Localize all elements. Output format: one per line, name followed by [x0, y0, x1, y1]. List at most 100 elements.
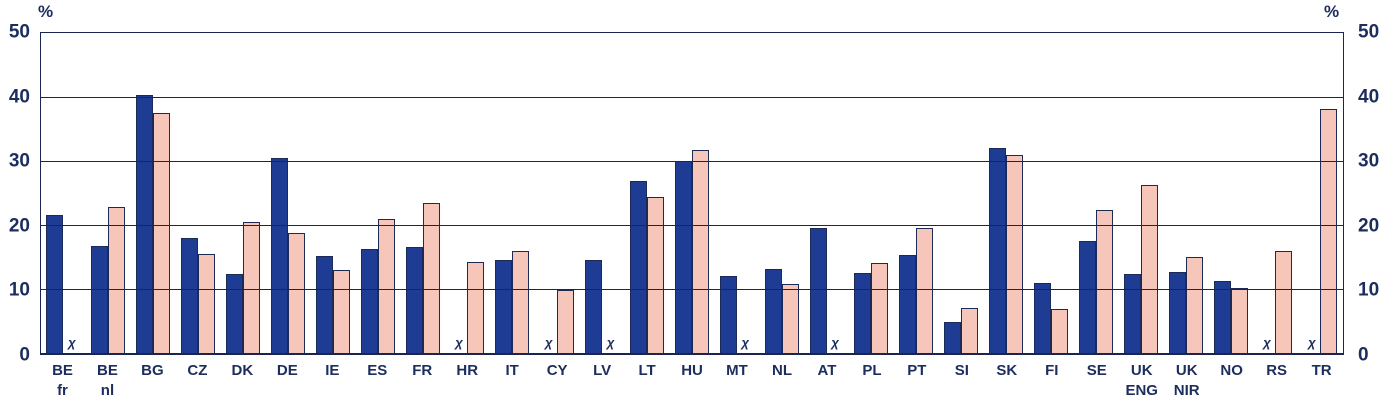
missing-data-marker: χ	[455, 335, 463, 350]
bar-series-1-dark-blue	[585, 259, 603, 353]
missing-data-marker: χ	[831, 335, 839, 350]
bar-series-2-light-pink	[961, 308, 979, 353]
bar-series-1-dark-blue	[1168, 272, 1186, 353]
bar-group-de	[265, 33, 310, 353]
x-label: HU	[681, 362, 703, 379]
bar-series-1-dark-blue	[674, 161, 692, 353]
x-label: ES	[367, 362, 388, 379]
y-tick-label: 30	[8, 150, 30, 172]
y-tick-label: 40	[8, 86, 30, 108]
x-label: RS	[1266, 362, 1288, 379]
y-tick-label: 10	[8, 279, 30, 301]
bar-group-lv: χ	[580, 33, 625, 353]
gridline	[41, 161, 1343, 162]
x-label: UK NIR	[1173, 362, 1200, 399]
bar-group-bg	[131, 33, 176, 353]
x-label: SE	[1086, 362, 1107, 379]
bar-series-2-light-pink	[422, 202, 440, 353]
bar-series-1-dark-blue	[719, 276, 737, 353]
bar-series-2-light-pink	[467, 262, 485, 353]
bar-series-2-light-pink	[781, 283, 799, 353]
x-label: NL	[771, 362, 792, 379]
y-tick-label: 0	[19, 344, 30, 366]
bar-group-be-nl	[86, 33, 131, 353]
bar-group-es	[355, 33, 400, 353]
bar-group-lt	[625, 33, 670, 353]
bar-series-1-dark-blue	[360, 248, 378, 353]
bar-series-1-dark-blue	[1213, 280, 1231, 353]
bar-group-ie	[310, 33, 355, 353]
bar-series-2-light-pink	[1095, 209, 1113, 353]
y-tick-label: 0	[1358, 344, 1369, 366]
bar-series-1-dark-blue	[226, 274, 243, 353]
x-label: SI	[954, 362, 969, 379]
bar-series-2-light-pink	[1320, 108, 1338, 353]
y-axis-unit-left: %	[38, 2, 54, 21]
y-tick-label: 40	[1358, 86, 1380, 108]
bar-group-nl	[759, 33, 804, 353]
bar-group-tr: χ	[1298, 33, 1343, 353]
bar-group-se	[1073, 33, 1118, 353]
x-label: TR	[1311, 362, 1332, 379]
x-label: SK	[996, 362, 1018, 379]
bar-series-1-dark-blue	[1123, 273, 1141, 353]
bar-series-2-light-pink	[1185, 257, 1203, 353]
bar-series-2-light-pink	[557, 289, 575, 353]
bar-series-1-dark-blue	[136, 95, 154, 353]
bar-series-1-dark-blue	[405, 247, 423, 353]
missing-data-marker: χ	[1263, 335, 1271, 350]
bar-group-fi	[1029, 33, 1074, 353]
bar-series-2-light-pink	[1275, 250, 1293, 353]
y-axis-right: 0 10 20 30 40 50	[1356, 23, 1385, 365]
bar-series-2-light-pink	[871, 263, 889, 353]
bar-series-2-light-pink	[647, 196, 665, 353]
bar-series-2-light-pink	[332, 269, 350, 353]
x-label: BE nl	[97, 362, 118, 399]
x-label: UK ENG	[1125, 362, 1158, 399]
bar-group-be-fr: χ	[41, 33, 86, 353]
x-label: PL	[862, 362, 882, 379]
bar-group-hu	[669, 33, 714, 353]
bar-group-cz	[176, 33, 221, 353]
bar-series-1-dark-blue	[91, 246, 109, 353]
x-label: BE fr	[52, 362, 73, 399]
bar-series-2-light-pink	[108, 207, 126, 353]
bar-series-2-light-pink	[243, 222, 260, 353]
x-axis-labels: BE fr BE nl BG CZ DK DE IE ES FR HR IT CY LV LT HU MT NL AT…	[40, 361, 1344, 401]
gridline	[41, 225, 1343, 226]
bar-series-1-dark-blue	[899, 255, 917, 353]
bar-series-2-light-pink	[198, 253, 216, 353]
x-label: CZ	[187, 362, 208, 379]
bar-series-2-light-pink	[153, 113, 171, 353]
missing-data-marker: χ	[544, 335, 553, 350]
x-label: PT	[907, 362, 927, 379]
bar-series-1-dark-blue	[764, 269, 782, 353]
bar-group-dk	[221, 33, 266, 353]
bar-group-fr	[400, 33, 445, 353]
gridline	[41, 289, 1343, 290]
bar-group-rs: χ	[1253, 33, 1298, 353]
y-tick-label: 50	[1358, 21, 1380, 43]
gridline	[41, 97, 1343, 98]
bar-series-2-light-pink	[691, 150, 709, 353]
bar-series-2-light-pink	[1051, 308, 1069, 353]
bar-series-2-light-pink	[377, 218, 395, 353]
bar-series-2-light-pink	[512, 251, 530, 353]
x-label: IT	[505, 362, 519, 379]
bar-series-1-dark-blue	[989, 148, 1007, 353]
y-tick-label: 20	[8, 215, 30, 237]
x-label: CY	[546, 362, 568, 379]
bar-group-sk	[984, 33, 1029, 353]
missing-data-marker: χ	[606, 335, 615, 350]
x-label: DK	[231, 362, 254, 379]
bar-series-2-light-pink	[1230, 287, 1248, 353]
bar-series-1-dark-blue	[1034, 282, 1052, 353]
bar-series-1-dark-blue	[46, 215, 64, 353]
x-label: FI	[1045, 362, 1059, 379]
bar-series-1-dark-blue	[1078, 241, 1096, 353]
bar-series-1-dark-blue	[495, 260, 513, 353]
x-label: AT	[817, 362, 837, 379]
